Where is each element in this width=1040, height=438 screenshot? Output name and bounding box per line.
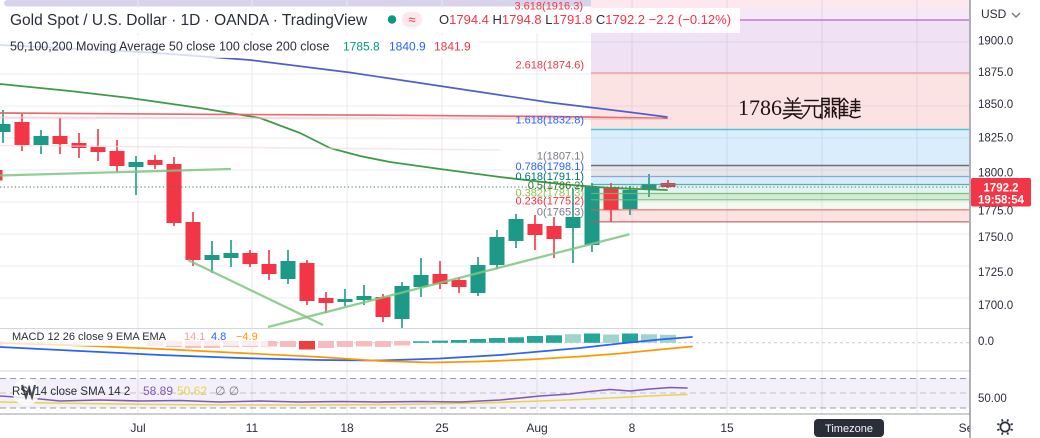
svg-text:1875.0: 1875.0 xyxy=(978,67,1013,79)
svg-text:1841.9: 1841.9 xyxy=(434,40,471,54)
svg-text:USD: USD xyxy=(981,7,1007,21)
svg-text:1775.0: 1775.0 xyxy=(978,206,1013,218)
svg-text:1(1807.1): 1(1807.1) xyxy=(537,151,584,163)
svg-text:Gold Spot / U.S. Dollar · 1D ·: Gold Spot / U.S. Dollar · 1D · OANDA · T… xyxy=(10,12,368,29)
svg-text:Jul: Jul xyxy=(130,421,145,435)
svg-text:1840.9: 1840.9 xyxy=(389,40,426,54)
svg-text:1800.0: 1800.0 xyxy=(978,168,1013,180)
svg-text:1792.2: 1792.2 xyxy=(983,183,1018,195)
svg-text:Timezone: Timezone xyxy=(825,423,873,435)
svg-text:50.62: 50.62 xyxy=(177,384,207,398)
svg-text:1700.0: 1700.0 xyxy=(978,300,1013,312)
svg-text:0.0: 0.0 xyxy=(978,336,994,348)
svg-text:RSI 14 close SMA 14 2: RSI 14 close SMA 14 2 xyxy=(12,386,130,398)
svg-text:11: 11 xyxy=(246,421,259,435)
svg-text:25: 25 xyxy=(435,421,449,435)
svg-text:2.618(1874.6): 2.618(1874.6) xyxy=(516,60,585,72)
svg-text:1725.0: 1725.0 xyxy=(978,267,1013,279)
svg-text:0(1765.3): 0(1765.3) xyxy=(537,207,584,219)
svg-text:18: 18 xyxy=(340,421,354,435)
svg-text:19:58:54: 19:58:54 xyxy=(978,195,1025,207)
svg-text:0.382(1781.3): 0.382(1781.3) xyxy=(516,188,585,200)
svg-text:8: 8 xyxy=(629,421,636,435)
svg-text:4.8: 4.8 xyxy=(211,331,226,343)
svg-text:Aug: Aug xyxy=(526,421,547,435)
svg-text:0.618(1791.1): 0.618(1791.1) xyxy=(516,171,585,183)
svg-text:∅ ∅: ∅ ∅ xyxy=(215,384,239,398)
svg-text:50,100,200 Moving Average 50 c: 50,100,200 Moving Average 50 close 100 c… xyxy=(10,40,329,54)
svg-text:≈: ≈ xyxy=(408,12,415,27)
svg-text:MACD 12 26 close 9 EMA EMA: MACD 12 26 close 9 EMA EMA xyxy=(12,331,167,343)
svg-text:58.89: 58.89 xyxy=(143,384,173,398)
svg-text:0.5(1786.2): 0.5(1786.2) xyxy=(528,180,584,192)
svg-text:15: 15 xyxy=(720,421,734,435)
svg-text:1786: 1786 xyxy=(738,95,782,120)
svg-text:1900.0: 1900.0 xyxy=(978,36,1013,48)
svg-text:0.786(1798.1): 0.786(1798.1) xyxy=(516,161,585,173)
svg-text:1850.0: 1850.0 xyxy=(978,99,1013,111)
svg-text:O1794.4 H1794.8 L1791.8 C1792.: O1794.4 H1794.8 L1791.8 C1792.2 −2.2 (−0… xyxy=(439,12,731,27)
svg-text:1825.0: 1825.0 xyxy=(978,133,1013,145)
svg-text:1785.8: 1785.8 xyxy=(343,40,380,54)
svg-text:1750.0: 1750.0 xyxy=(978,232,1013,244)
svg-text:−4.9: −4.9 xyxy=(236,331,258,343)
svg-text:50.00: 50.00 xyxy=(978,393,1007,405)
svg-text:1.618(1832.8): 1.618(1832.8) xyxy=(516,115,585,127)
svg-text:14.1: 14.1 xyxy=(184,331,205,343)
svg-text:3.618(1916.3): 3.618(1916.3) xyxy=(515,1,584,13)
svg-text:0.236(1775.2): 0.236(1775.2) xyxy=(516,196,585,208)
